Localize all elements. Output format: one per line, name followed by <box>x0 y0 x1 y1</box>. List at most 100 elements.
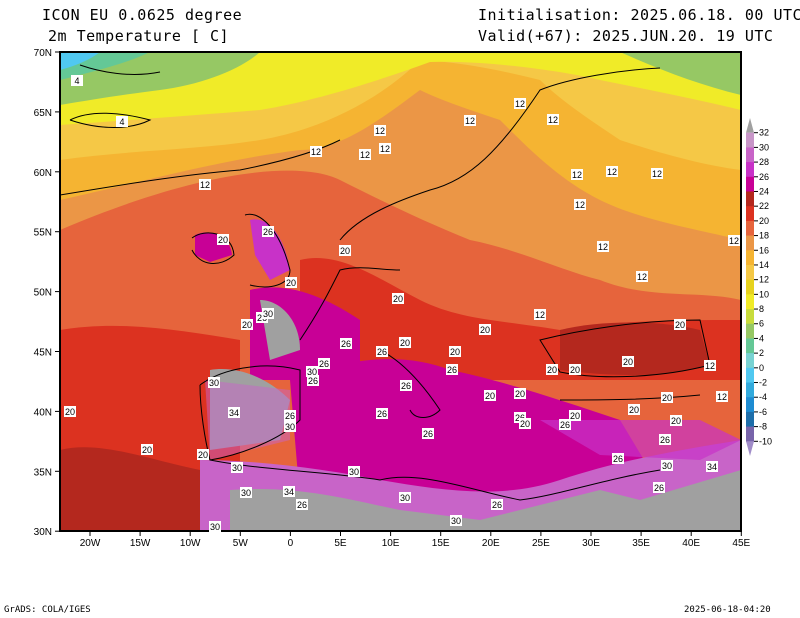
contour-label: 30 <box>284 421 296 432</box>
colorbar-swatch <box>746 411 754 428</box>
svg-text:26: 26 <box>377 347 387 357</box>
model-title: ICON EU 0.0625 degree <box>42 6 243 24</box>
colorbar-swatch <box>746 206 754 222</box>
svg-text:12: 12 <box>311 147 321 157</box>
contour-label: 20 <box>484 390 496 401</box>
svg-text:26: 26 <box>401 381 411 391</box>
map-field <box>60 52 741 531</box>
lon-label: 10W <box>180 538 201 549</box>
svg-text:30: 30 <box>349 467 359 477</box>
colorbar-label: 26 <box>759 172 769 182</box>
svg-text:30: 30 <box>662 461 672 471</box>
lat-label: 65N <box>34 108 52 119</box>
contour-label: 12 <box>636 271 648 282</box>
colorbar-label: 18 <box>759 231 769 241</box>
svg-text:20: 20 <box>450 347 460 357</box>
svg-text:20: 20 <box>629 405 639 415</box>
colorbar-swatch <box>746 162 754 178</box>
contour-label: 12 <box>464 115 476 126</box>
svg-text:12: 12 <box>200 180 210 190</box>
lon-label: 10E <box>382 538 400 549</box>
contour-label: 30 <box>208 377 220 388</box>
contour-label: 12 <box>199 179 211 190</box>
svg-text:12: 12 <box>705 361 715 371</box>
colorbar-swatch <box>746 235 754 251</box>
contour-label: 20 <box>661 392 673 403</box>
contour-label: 12 <box>651 168 663 179</box>
contour-label: 20 <box>217 234 229 245</box>
colorbar-swatch <box>746 323 754 339</box>
svg-text:20: 20 <box>520 419 530 429</box>
colorbar-swatch <box>746 353 754 369</box>
svg-text:26: 26 <box>654 483 664 493</box>
svg-text:34: 34 <box>707 462 717 472</box>
colorbar-swatch <box>746 147 754 163</box>
svg-text:34: 34 <box>284 487 294 497</box>
svg-text:26: 26 <box>447 365 457 375</box>
svg-text:20: 20 <box>286 278 296 288</box>
contour-label: 26 <box>262 226 274 237</box>
svg-text:20: 20 <box>480 325 490 335</box>
contour-label: 12 <box>374 125 386 136</box>
lat-label: 35N <box>34 467 52 478</box>
contour-label: 20 <box>399 337 411 348</box>
lon-label: 40E <box>682 538 700 549</box>
svg-text:26: 26 <box>423 429 433 439</box>
svg-text:26: 26 <box>319 359 329 369</box>
svg-text:12: 12 <box>652 169 662 179</box>
colorbar-swatch <box>746 176 754 192</box>
svg-text:12: 12 <box>535 310 545 320</box>
colorbar-swatch <box>746 250 754 266</box>
contour-label: 26 <box>284 410 296 421</box>
svg-text:26: 26 <box>297 500 307 510</box>
lon-label: 45E <box>732 538 750 549</box>
svg-text:20: 20 <box>393 294 403 304</box>
lon-label: 20W <box>80 538 101 549</box>
contour-label: 20 <box>479 324 491 335</box>
svg-text:20: 20 <box>485 391 495 401</box>
svg-text:26: 26 <box>308 376 318 386</box>
contour-label: 4 <box>116 116 128 127</box>
contour-label: 30 <box>661 460 673 471</box>
contour-label: 30 <box>209 521 221 532</box>
contour-label: 30 <box>348 466 360 477</box>
contour-label: 20 <box>569 364 581 375</box>
contour-label: 12 <box>704 360 716 371</box>
valid-time: Valid(+67): 2025.JUN.20. 19 UTC <box>478 27 774 45</box>
svg-text:12: 12 <box>717 392 727 402</box>
svg-text:12: 12 <box>360 150 370 160</box>
contour-label: 20 <box>514 388 526 399</box>
svg-text:30: 30 <box>400 493 410 503</box>
contour-label: 30 <box>306 366 318 377</box>
contour-label: 12 <box>728 235 740 246</box>
lat-label: 40N <box>34 407 52 418</box>
svg-text:20: 20 <box>242 320 252 330</box>
svg-text:12: 12 <box>572 170 582 180</box>
colorbar-label: 2 <box>759 348 764 358</box>
colorbar-label: 6 <box>759 319 764 329</box>
svg-text:12: 12 <box>515 99 525 109</box>
colorbar-label: 32 <box>759 128 769 138</box>
contour-label: 12 <box>716 391 728 402</box>
svg-text:12: 12 <box>575 200 585 210</box>
colorbar-label: -4 <box>759 392 767 402</box>
svg-text:30: 30 <box>209 378 219 388</box>
contour-label: 30 <box>399 492 411 503</box>
colorbar-swatch <box>746 309 754 325</box>
contour-label: 26 <box>296 499 308 510</box>
lon-label: 30E <box>582 538 600 549</box>
svg-text:20: 20 <box>198 450 208 460</box>
lon-label: 5E <box>334 538 347 549</box>
contour-label: 26 <box>491 499 503 510</box>
contour-label: 26 <box>422 428 434 439</box>
svg-text:12: 12 <box>729 236 739 246</box>
svg-text:12: 12 <box>548 115 558 125</box>
lon-label: 20E <box>482 538 500 549</box>
svg-text:26: 26 <box>660 435 670 445</box>
run-timestamp: 2025-06-18-04:20 <box>684 605 771 615</box>
lat-label: 45N <box>34 348 52 359</box>
svg-text:4: 4 <box>74 76 79 86</box>
contour-label: 26 <box>307 375 319 386</box>
contour-label: 20 <box>241 319 253 330</box>
